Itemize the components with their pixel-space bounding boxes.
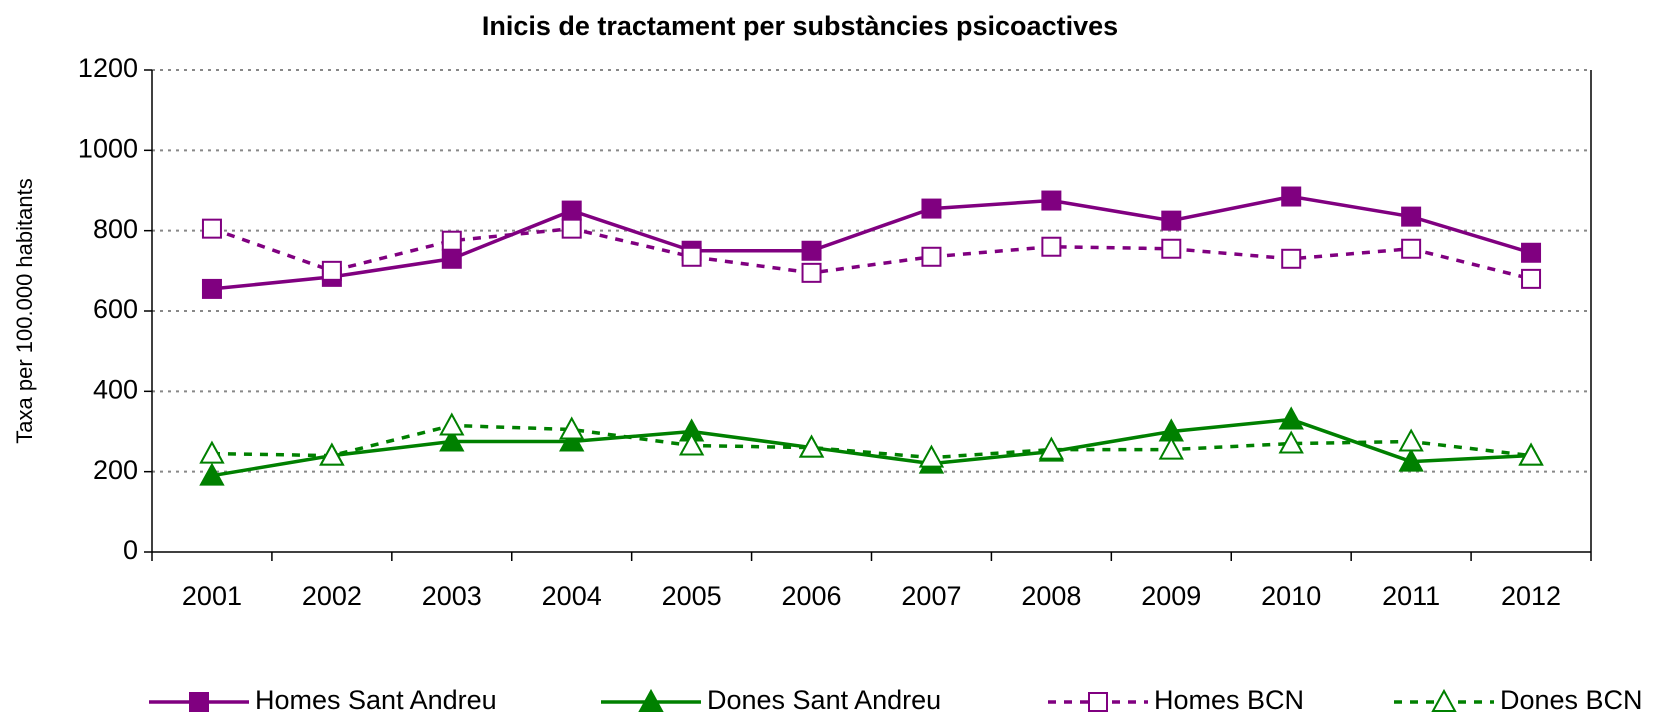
x-tick-label: 2012 bbox=[1501, 581, 1561, 611]
point bbox=[199, 462, 225, 486]
legend-label: Dones BCN bbox=[1500, 685, 1643, 715]
point bbox=[321, 260, 342, 281]
point bbox=[1161, 238, 1182, 259]
y-tick-label: 1200 bbox=[78, 53, 138, 83]
chart-title: Inicis de tractament per substàncies psi… bbox=[482, 11, 1118, 41]
legend-label: Homes Sant Andreu bbox=[255, 685, 497, 715]
x-tick-label: 2008 bbox=[1021, 581, 1081, 611]
point bbox=[559, 416, 585, 440]
legend-marker bbox=[1088, 692, 1108, 712]
series-line bbox=[211, 194, 1532, 291]
y-tick-label: 0 bbox=[123, 535, 138, 565]
y-axis-label: Taxa per 100.000 habitants bbox=[12, 178, 37, 443]
point bbox=[798, 434, 825, 458]
point bbox=[1041, 190, 1062, 211]
point bbox=[559, 428, 585, 452]
x-tick-label: 2006 bbox=[782, 581, 842, 611]
legend-label: Dones Sant Andreu bbox=[707, 685, 941, 715]
series-line bbox=[211, 423, 1532, 460]
x-tick-label: 2010 bbox=[1261, 581, 1321, 611]
point bbox=[801, 240, 822, 261]
point bbox=[921, 198, 942, 219]
x-tick-label: 2004 bbox=[542, 581, 602, 611]
y-tick-label: 200 bbox=[93, 455, 138, 485]
point bbox=[319, 442, 345, 466]
point bbox=[1401, 206, 1422, 227]
point bbox=[441, 248, 462, 269]
point bbox=[1281, 248, 1302, 269]
x-tick-label: 2009 bbox=[1141, 581, 1201, 611]
point bbox=[441, 230, 462, 251]
series-line bbox=[211, 417, 1532, 478]
point bbox=[1398, 448, 1424, 472]
point bbox=[1161, 210, 1182, 231]
legend-marker bbox=[638, 688, 664, 712]
point bbox=[1038, 436, 1065, 460]
point bbox=[801, 262, 822, 283]
point bbox=[1281, 186, 1302, 207]
point bbox=[201, 218, 222, 239]
point bbox=[1041, 236, 1062, 257]
x-tick-label: 2001 bbox=[182, 581, 242, 611]
y-tick-label: 1000 bbox=[78, 133, 138, 163]
legend-label: Homes BCN bbox=[1154, 685, 1304, 715]
series-line bbox=[211, 226, 1532, 281]
point bbox=[561, 200, 582, 221]
x-tick-label: 2003 bbox=[422, 581, 482, 611]
point bbox=[201, 278, 222, 299]
legend-marker bbox=[189, 692, 209, 712]
point bbox=[681, 246, 702, 267]
y-tick-label: 400 bbox=[93, 374, 138, 404]
point bbox=[561, 218, 582, 239]
point bbox=[1521, 242, 1542, 263]
point bbox=[1521, 268, 1542, 289]
y-tick-label: 800 bbox=[93, 214, 138, 244]
point bbox=[678, 432, 705, 456]
point bbox=[199, 440, 225, 464]
point bbox=[439, 412, 465, 436]
point bbox=[439, 428, 465, 452]
x-tick-label: 2005 bbox=[662, 581, 722, 611]
x-tick-label: 2011 bbox=[1382, 581, 1440, 611]
x-tick-label: 2007 bbox=[901, 581, 961, 611]
legend-marker bbox=[1431, 688, 1457, 712]
y-tick-label: 600 bbox=[93, 294, 138, 324]
point bbox=[1398, 428, 1424, 452]
point bbox=[921, 246, 942, 267]
point bbox=[1518, 442, 1544, 466]
point bbox=[1401, 238, 1422, 259]
point bbox=[918, 444, 945, 468]
point bbox=[1278, 430, 1304, 454]
point bbox=[1158, 436, 1184, 460]
x-tick-label: 2002 bbox=[302, 581, 362, 611]
point bbox=[1278, 406, 1304, 430]
